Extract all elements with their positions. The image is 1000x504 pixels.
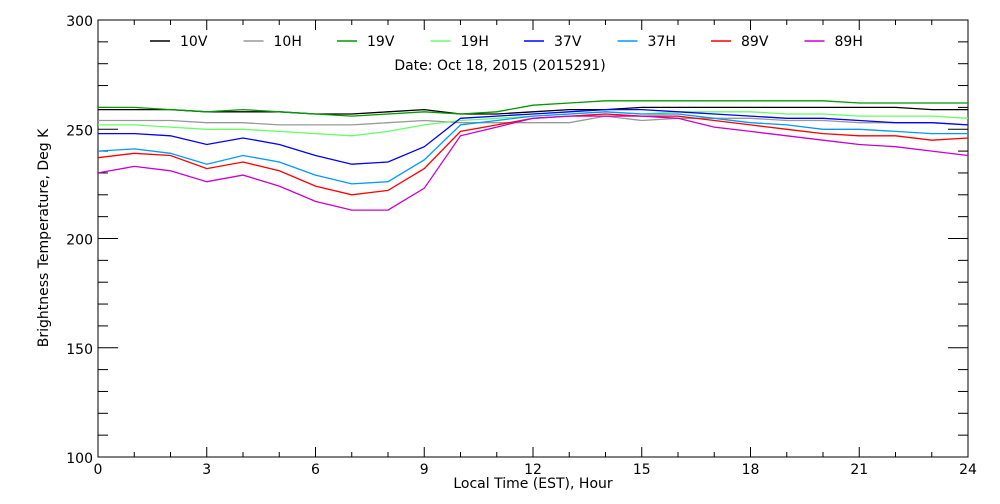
x-axis-label: Local Time (EST), Hour xyxy=(453,476,613,492)
legend-label-89V: 89V xyxy=(741,34,769,50)
legend-label-10V: 10V xyxy=(180,34,208,50)
x-tick-label: 9 xyxy=(420,462,429,478)
plot-frame xyxy=(97,19,969,458)
y-tick-label: 200 xyxy=(66,233,93,249)
x-tick-label: 18 xyxy=(742,462,760,478)
legend-label-19H: 19H xyxy=(461,34,489,50)
series-line-37V xyxy=(98,108,969,165)
legend-label-89H: 89H xyxy=(835,34,863,50)
x-tick-label: 15 xyxy=(633,462,651,478)
y-tick-label: 250 xyxy=(66,123,93,139)
y-tick-label: 100 xyxy=(66,451,93,467)
legend-label-10H: 10H xyxy=(274,34,302,50)
legend-label-37V: 37V xyxy=(554,34,582,50)
x-tick-label: 21 xyxy=(850,462,868,478)
series-line-19V xyxy=(98,100,968,117)
series-line-10H xyxy=(98,115,969,126)
series-line-89V xyxy=(97,113,969,196)
chart-title: Date: Oct 18, 2015 (2015291) xyxy=(394,58,605,74)
legend-label-19V: 19V xyxy=(367,34,395,50)
y-tick-label: 300 xyxy=(66,14,93,30)
y-tick-label: 150 xyxy=(66,342,93,358)
x-tick-label: 0 xyxy=(94,462,103,478)
series-line-37H xyxy=(97,111,968,185)
legend-label-37H: 37H xyxy=(648,34,676,50)
x-tick-label: 3 xyxy=(202,462,211,478)
series-line-89H xyxy=(97,115,969,211)
x-tick-label: 6 xyxy=(311,462,320,478)
series-line-10V xyxy=(98,106,968,115)
x-tick-label: 12 xyxy=(524,462,542,478)
y-axis-label: Brightness Temperature, Deg K xyxy=(36,128,52,347)
x-tick-label: 24 xyxy=(959,462,977,478)
series-line-19H xyxy=(98,111,969,137)
